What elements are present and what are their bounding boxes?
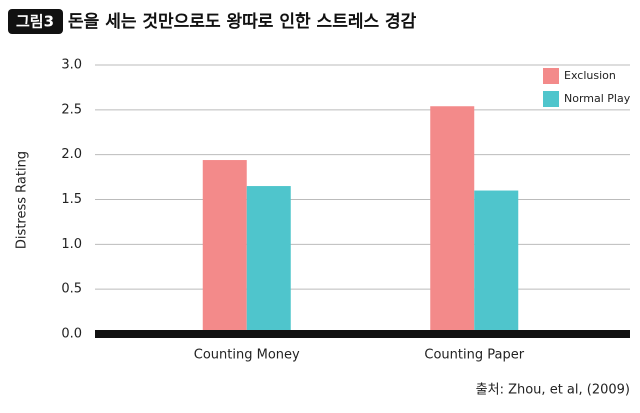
legend-swatch [543, 68, 559, 84]
y-tick-label: 0.0 [61, 327, 82, 342]
y-tick-label: 1.5 [61, 192, 82, 207]
y-tick-label: 2.5 [61, 102, 82, 117]
legend-label: Normal Play [564, 92, 631, 105]
y-tick-label: 1.0 [61, 237, 82, 252]
source: 출처: Zhou, et al, (2009) [476, 383, 630, 398]
bar [246, 186, 291, 334]
bar [202, 160, 247, 334]
legend-label: Exclusion [564, 69, 616, 82]
y-tick-label: 0.5 [61, 282, 82, 297]
figure-label: 그림3 [16, 13, 54, 31]
x-tick-label: Counting Paper [424, 348, 524, 363]
bar [430, 106, 475, 334]
bar [474, 190, 519, 334]
x-tick-label: Counting Money [194, 348, 300, 363]
figure-badge [8, 9, 63, 34]
x-axis-baseline [95, 330, 630, 338]
y-axis-label: Distress Rating [15, 151, 30, 249]
y-tick-label: 2.0 [61, 147, 82, 162]
chart-title: 돈을 세는 것만으로도 왕따로 인한 스트레스 경감 [68, 12, 417, 32]
y-tick-label: 3.0 [61, 58, 82, 73]
legend-swatch [543, 91, 559, 107]
